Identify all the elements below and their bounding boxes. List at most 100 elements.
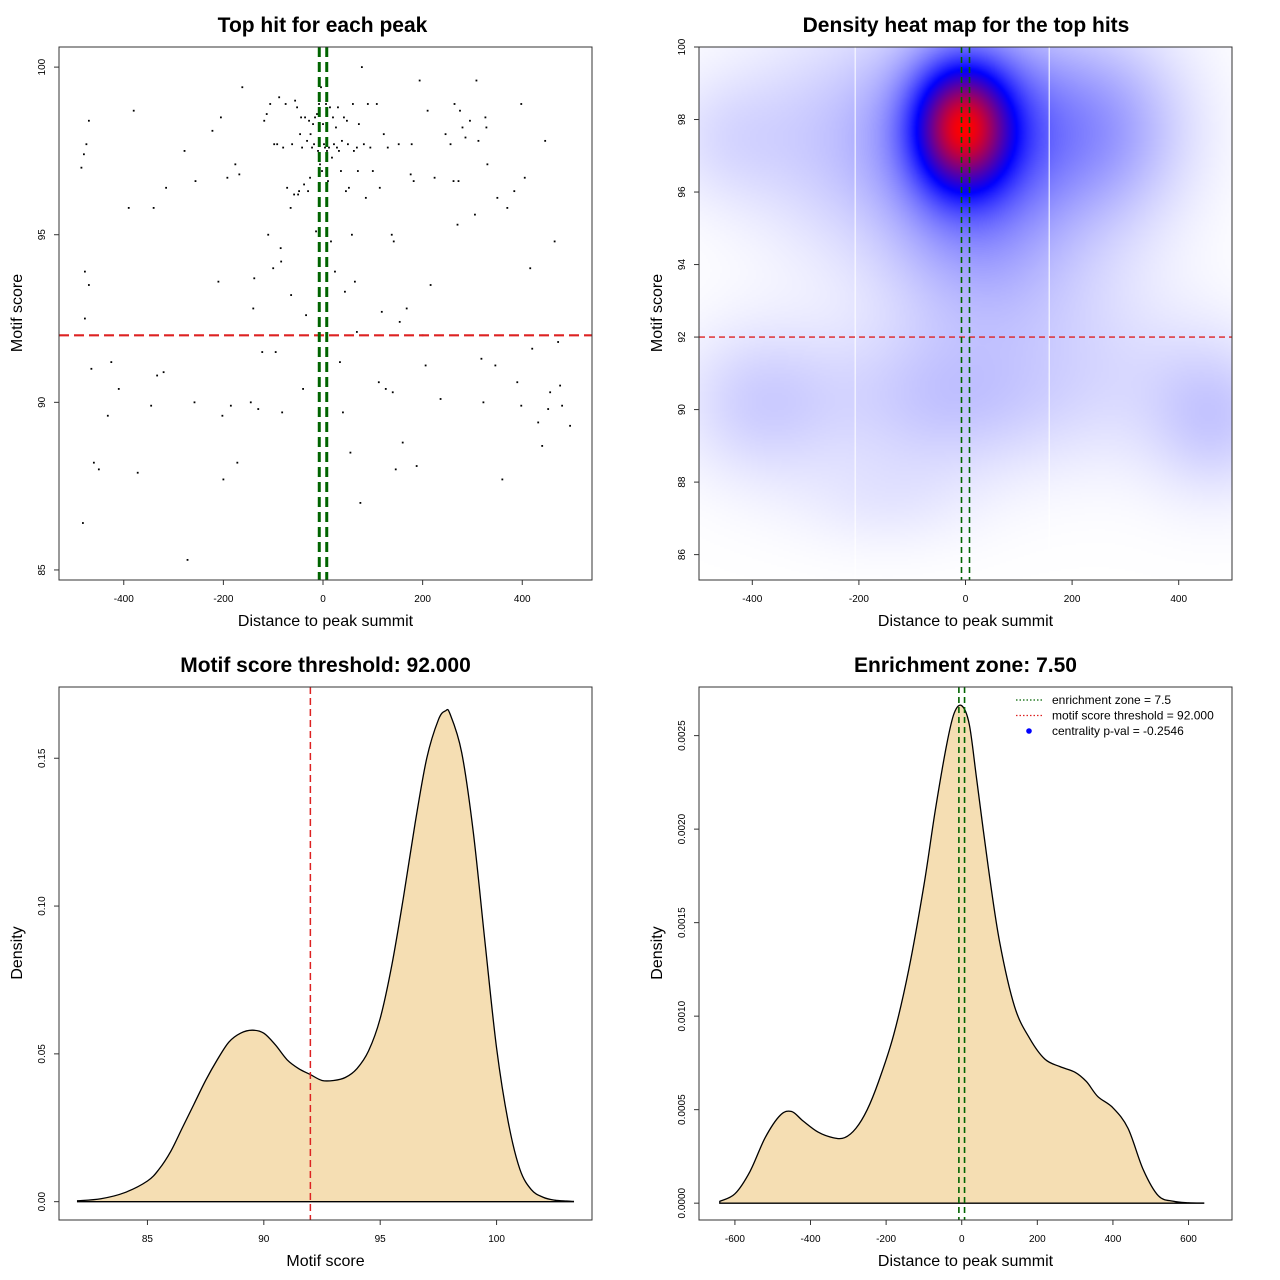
scatter-y-label: Motif score [9, 274, 26, 352]
score-density-panel: Motif score threshold: 92.000 85 90 95 100 … [9, 654, 593, 1270]
scatter-point [496, 196, 499, 199]
scatter-point [221, 414, 224, 417]
heatmap-panel: Density heat map for the top hits -400 -2… [649, 14, 1233, 630]
y-tick-label: 0.00 [37, 1192, 48, 1212]
x-tick-label: 0 [963, 594, 969, 605]
scatter-point [394, 468, 397, 471]
x-tick-label: -400 [114, 594, 134, 605]
y-tick-label: 0.0020 [677, 813, 688, 844]
scatter-frame [58, 46, 593, 581]
scatter-point [252, 307, 255, 310]
scatter-point [284, 103, 287, 105]
scatter-point [544, 139, 547, 142]
scatter-point [346, 119, 348, 122]
scatter-point [299, 133, 301, 136]
scatter-point [331, 156, 333, 159]
scatter-point [325, 103, 327, 105]
heatmap-title: Density heat map for the top hits [803, 14, 1130, 37]
scatter-point [547, 408, 550, 410]
scatter-point [315, 230, 317, 233]
scatter-point [485, 126, 488, 129]
scatter-point [308, 119, 310, 122]
scatter-point [344, 290, 346, 293]
distance-density-panel: Enrichment zone: 7.50 -600 -400 -200 0 200 40… [649, 654, 1233, 1270]
scatter-point [412, 180, 415, 182]
x-tick-label: 600 [1180, 1234, 1197, 1245]
scatter-point [316, 113, 318, 115]
scatter-point [84, 317, 86, 320]
scatter-point [429, 284, 432, 286]
scatter-point [332, 116, 334, 119]
scatter-point [305, 314, 307, 317]
scatter-point [226, 176, 229, 179]
y-tick-label: 98 [677, 114, 688, 126]
scatter-point [459, 109, 461, 112]
scatter-point [386, 146, 389, 149]
scatter-point [355, 331, 358, 333]
x-tick-label: 0 [959, 1234, 965, 1245]
scatter-point [464, 136, 467, 139]
x-tick-label: 95 [375, 1234, 387, 1245]
score-density-title: Motif score threshold: 92.000 [180, 654, 471, 677]
scatter-point [280, 260, 283, 263]
density-heatmap [699, 47, 1232, 580]
distance-density-area [719, 704, 1205, 1204]
scatter-point [405, 307, 408, 310]
scatter-point [501, 478, 504, 481]
scatter-point [513, 190, 516, 193]
scatter-point [366, 103, 369, 105]
distance-density-frame [698, 686, 1233, 1221]
scatter-point [456, 223, 459, 226]
scatter-points [80, 66, 571, 561]
scatter-point [293, 193, 296, 196]
scatter-point [336, 146, 338, 149]
scatter-point [380, 310, 383, 313]
scatter-point [480, 357, 483, 360]
scatter-point [520, 103, 523, 105]
scatter-point [355, 146, 358, 149]
scatter-point [323, 143, 325, 146]
scatter-point [401, 441, 404, 444]
scatter-point [541, 445, 544, 447]
scatter-point [494, 364, 497, 367]
scatter-point [484, 116, 487, 119]
y-tick-label: 0.0005 [677, 1094, 688, 1125]
y-tick-label: 94 [677, 259, 688, 271]
scatter-point [296, 106, 299, 109]
scatter-point [338, 150, 340, 152]
scatter-point [84, 270, 86, 273]
x-tick-label: -400 [742, 594, 762, 605]
scatter-point [342, 411, 344, 414]
scatter-point [506, 207, 509, 209]
scatter-point [449, 143, 452, 146]
scatter-point [377, 381, 380, 384]
scatter-point [444, 133, 447, 136]
scatter-point [87, 119, 90, 122]
scatter-point [482, 401, 485, 404]
x-tick-label: 85 [142, 1234, 154, 1245]
scatter-point [304, 116, 306, 119]
x-tick-label: 90 [258, 1234, 270, 1245]
scatter-point [309, 133, 312, 136]
scatter-point [222, 478, 225, 481]
scatter-point [82, 522, 84, 524]
scatter-point [328, 146, 330, 149]
y-tick-label: 100 [677, 38, 688, 55]
scatter-point [531, 347, 534, 350]
scatter-point [303, 183, 305, 186]
x-tick-label: -200 [849, 594, 869, 605]
scatter-point [356, 170, 359, 172]
scatter-point [274, 351, 277, 353]
scatter-point [150, 404, 153, 407]
scatter-point [272, 267, 275, 270]
scatter-point [302, 388, 304, 390]
scatter-point [321, 170, 323, 172]
scatter-point [80, 166, 83, 169]
y-tick-label: 0.0000 [677, 1187, 688, 1218]
scatter-point [384, 388, 387, 390]
scatter-point [298, 190, 300, 193]
scatter-point [529, 267, 532, 270]
scatter-point [276, 143, 279, 146]
scatter-point [339, 361, 341, 364]
x-tick-label: -200 [876, 1234, 896, 1245]
